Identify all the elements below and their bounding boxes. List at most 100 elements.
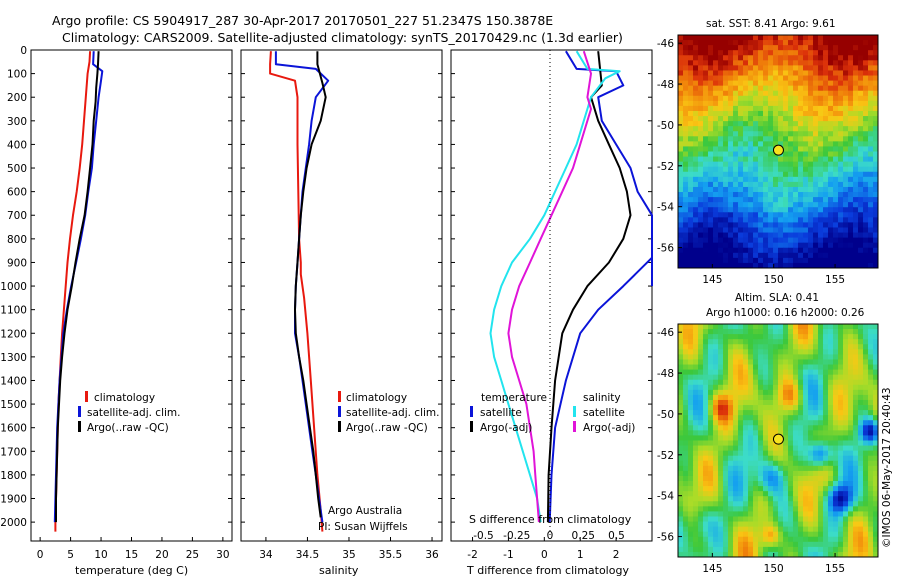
heatmap-cell xyxy=(818,521,824,528)
heatmap-cell xyxy=(858,70,864,76)
heatmap-cell xyxy=(683,405,689,411)
heatmap-cell xyxy=(843,105,849,112)
heatmap-cell xyxy=(833,85,839,92)
heatmap-cell xyxy=(828,171,834,178)
heatmap-cell xyxy=(743,359,749,365)
heatmap-cell xyxy=(808,166,814,173)
heatmap-cell xyxy=(773,35,779,41)
heatmap-cell xyxy=(693,516,699,522)
heatmap-cell xyxy=(698,197,704,203)
heatmap-cell xyxy=(723,359,729,365)
heatmap-cell xyxy=(688,257,694,264)
x-tick-label: 30 xyxy=(216,549,229,561)
heatmap-cell xyxy=(823,181,829,188)
heatmap-cell xyxy=(853,242,859,249)
heatmap-cell xyxy=(768,445,774,452)
heatmap-cell xyxy=(873,197,879,203)
heatmap-cell xyxy=(683,262,689,269)
heatmap-cell xyxy=(863,364,869,370)
heatmap-cell xyxy=(858,186,864,193)
heatmap-cell xyxy=(783,232,789,239)
heatmap-cell xyxy=(678,242,684,249)
heatmap-cell xyxy=(828,146,834,152)
heatmap-cell xyxy=(698,161,704,168)
heatmap-cell xyxy=(773,212,779,218)
heatmap-cell xyxy=(743,80,749,87)
heatmap-cell xyxy=(683,501,689,507)
heatmap-cell xyxy=(688,80,694,87)
heatmap-cell xyxy=(873,202,879,208)
heatmap-cell xyxy=(863,410,869,416)
heatmap-cell xyxy=(803,95,809,102)
heatmap-cell xyxy=(723,262,729,269)
heatmap-cell xyxy=(823,252,829,259)
heatmap-cell xyxy=(693,496,699,502)
heatmap-cell xyxy=(778,202,784,208)
heatmap-cell xyxy=(688,399,694,406)
heatmap-cell xyxy=(783,166,789,173)
heatmap-cell xyxy=(848,60,854,66)
heatmap-cell xyxy=(688,136,694,142)
heatmap-cell xyxy=(863,237,869,244)
heatmap-cell xyxy=(863,405,869,411)
heatmap-cell xyxy=(768,415,774,421)
heatmap-cell xyxy=(798,501,804,507)
lon-tick-label: 145 xyxy=(702,563,722,575)
heatmap-cell xyxy=(723,110,729,117)
heatmap-cell xyxy=(703,516,709,522)
heatmap-cell xyxy=(738,531,744,538)
heatmap-cell xyxy=(713,105,719,112)
heatmap-cell xyxy=(708,217,714,223)
heatmap-cell xyxy=(833,425,839,431)
heatmap-cell xyxy=(728,491,734,497)
heatmap-cell xyxy=(873,536,879,543)
heatmap-cell xyxy=(848,151,854,157)
heatmap-cell xyxy=(873,146,879,152)
heatmap-cell xyxy=(678,85,684,92)
heatmap-cell xyxy=(678,496,684,502)
heatmap-cell xyxy=(838,460,844,467)
heatmap-cell xyxy=(788,415,794,421)
heatmap-cell xyxy=(823,141,829,147)
heatmap-cell xyxy=(868,262,874,269)
heatmap-cell xyxy=(848,166,854,173)
heatmap-cell xyxy=(853,415,859,421)
heatmap-cell xyxy=(703,222,709,228)
heatmap-cell xyxy=(863,399,869,406)
heatmap-cell xyxy=(833,197,839,203)
heatmap-cell xyxy=(863,501,869,507)
heatmap-cell xyxy=(773,217,779,223)
heatmap-cell xyxy=(713,50,719,56)
heatmap-cell xyxy=(863,85,869,92)
heatmap-cell xyxy=(703,546,709,553)
heatmap-cell xyxy=(738,440,744,446)
heatmap-cell xyxy=(868,521,874,528)
heatmap-cell xyxy=(778,85,784,92)
legend-swatch-temp-satellite xyxy=(470,406,473,417)
depth-tick-label: 1500 xyxy=(0,399,27,411)
heatmap-cell xyxy=(823,394,829,401)
heatmap-cell xyxy=(788,354,794,360)
imos-credit: ©IMOS 06-May-2017 20:40:43 xyxy=(881,387,893,548)
heatmap-cell xyxy=(683,384,689,391)
heatmap-cell xyxy=(803,506,809,512)
heatmap-cell xyxy=(858,410,864,416)
heatmap-cell xyxy=(748,541,754,548)
heatmap-cell xyxy=(773,511,779,517)
heatmap-cell xyxy=(788,516,794,522)
heatmap-cell xyxy=(758,110,764,117)
heatmap-cell xyxy=(763,126,769,132)
heatmap-cell xyxy=(748,181,754,188)
x-tick-label: -1 xyxy=(503,549,513,561)
heatmap-cell xyxy=(778,227,784,233)
heatmap-cell xyxy=(758,202,764,208)
heatmap-cell xyxy=(868,40,874,46)
heatmap-cell xyxy=(703,171,709,178)
heatmap-cell xyxy=(768,405,774,411)
heatmap-cell xyxy=(823,486,829,492)
heatmap-cell xyxy=(778,329,784,335)
heatmap-cell xyxy=(828,156,834,163)
heatmap-cell xyxy=(848,65,854,71)
salinity-axes-frame xyxy=(240,49,443,542)
heatmap-cell xyxy=(873,475,879,482)
